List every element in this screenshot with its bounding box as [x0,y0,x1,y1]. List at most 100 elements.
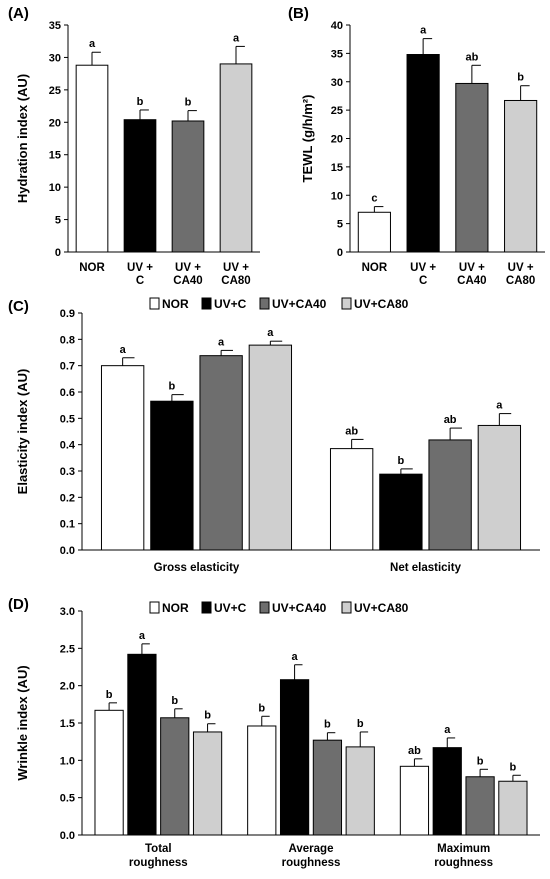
y-tick-label: 25 [331,105,343,117]
panel-c: (C) 0.0 0.1 0.2 0.3 0.4 0.5 0.6 0.7 0.8 0.9 Elastic… [8,297,540,574]
significance-label: b [169,381,176,393]
y-tick-label: 10 [49,182,61,194]
significance-label: a [444,724,451,736]
panel-label: (B) [288,5,309,22]
y-tick-label: 10 [331,190,343,202]
significance-label: b [204,710,211,722]
y-tick-label: 0.6 [60,387,75,399]
panel-d: (D) 0.0 0.5 1.0 1.5 2.0 2.5 3.0 Wrinkle index (A… [8,596,540,869]
legend-swatch [259,297,270,310]
y-tick-label: 0.5 [60,793,75,805]
bar [100,365,145,551]
bar [160,717,190,836]
significance-label: a [89,38,96,50]
category-label: Total [145,843,172,855]
y-tick-label: 25 [49,85,61,97]
y-tick-label: 1.5 [60,718,75,730]
significance-label: a [420,25,427,37]
significance-label: a [139,630,146,642]
panel-b: (B) 0 5 10 15 20 25 30 35 40 TEWL (g/h/m²) c NOR a UV … [288,5,545,287]
category-label: UV + [508,262,534,274]
panel-label: (C) [8,298,29,315]
bar [329,448,374,551]
category-label: UV + [127,262,153,274]
significance-label: a [267,327,274,339]
y-tick-label: 2.0 [60,681,75,693]
y-tick-label: 0.2 [60,492,75,504]
category-label: UV + [459,262,485,274]
bar [432,747,462,836]
legend-swatch [201,297,212,310]
bar [379,473,423,551]
significance-label: b [357,718,364,730]
category-label: Net elasticity [390,562,462,574]
bar [357,211,391,253]
category-label: NOR [362,262,388,274]
y-tick-label: 0.7 [60,361,75,373]
legend-label: UV+CA40 [272,297,327,311]
significance-label: b [517,72,524,84]
legend-swatch [149,601,160,614]
bar [399,765,430,836]
y-tick-label: 35 [49,20,61,32]
significance-label: b [258,702,265,714]
bar [428,439,472,551]
significance-label: ab [444,414,457,426]
y-axis-label: TEWL (g/h/m²) [300,95,315,183]
significance-label: b [171,695,178,707]
bar [123,119,157,253]
y-tick-label: 5 [55,215,61,227]
bar [248,344,293,551]
legend-swatch [259,601,270,614]
category-label: Maximum [437,843,490,855]
significance-label: b [398,455,405,467]
y-tick-label: 30 [49,52,61,64]
category-label: UV + [223,262,249,274]
bar [150,400,194,551]
bar [247,725,277,836]
bar [465,776,495,836]
panel-label: (D) [8,596,29,613]
legend-swatch [201,601,212,614]
significance-label: b [324,719,331,731]
significance-label: c [371,193,377,205]
y-tick-label: 20 [331,134,343,146]
category-label: C [136,275,144,287]
bar [312,739,343,836]
y-tick-label: 0.9 [60,308,75,320]
y-tick-label: 40 [331,20,343,32]
y-tick-label: 0 [55,247,61,259]
bar [406,54,440,253]
category-label: roughness [129,857,188,869]
bar [199,355,243,551]
y-tick-label: 15 [49,150,61,162]
legend-label: NOR [162,297,189,311]
y-tick-label: 0.0 [60,545,75,557]
y-tick-label: 0.4 [60,440,76,452]
legend-label: UV+C [214,601,247,615]
bar [477,424,522,551]
legend-swatch [149,297,160,310]
y-tick-label: 1.0 [60,755,75,767]
y-tick-label: 35 [331,48,343,60]
category-label: C [419,275,427,287]
panel-label: (A) [8,5,29,22]
significance-label: a [120,344,127,356]
significance-label: a [218,336,225,348]
category-label: Average [289,843,334,855]
y-tick-label: 0.1 [60,519,75,531]
category-label: CA80 [221,275,250,287]
category-label: Gross elasticity [154,562,240,574]
significance-label: b [185,97,192,109]
significance-label: b [510,761,517,773]
bar [171,120,205,253]
bar [279,679,310,836]
significance-label: a [496,400,503,412]
significance-label: b [137,96,144,108]
y-tick-label: 3.0 [60,606,75,618]
bar [455,82,489,253]
y-tick-label: 0.0 [60,830,75,842]
y-axis-label: Elasticity index (AU) [15,369,30,495]
y-tick-label: 0 [337,247,343,259]
